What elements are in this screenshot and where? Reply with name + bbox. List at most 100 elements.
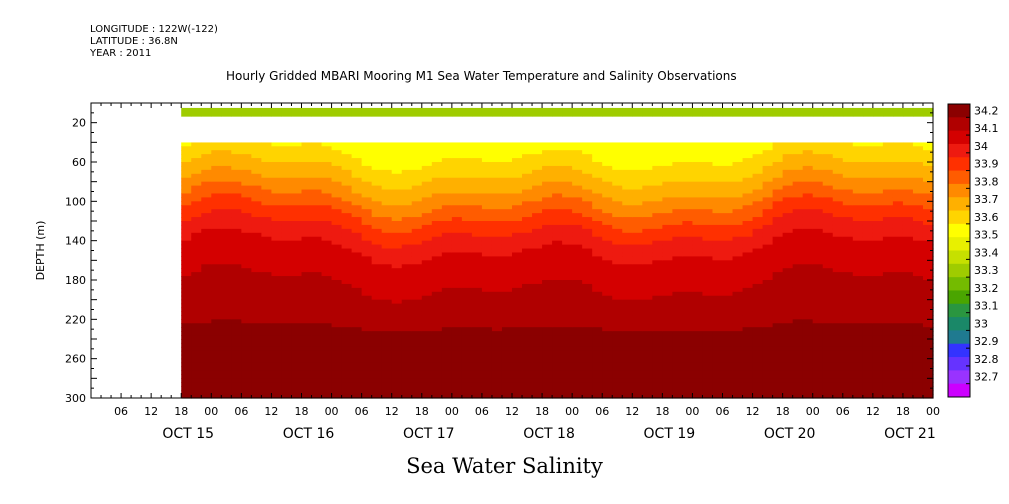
heatmap-cell — [211, 386, 222, 391]
heatmap-cell — [622, 232, 633, 238]
heatmap-cell — [782, 346, 794, 352]
heatmap-cell — [852, 295, 864, 301]
heatmap-cell — [522, 362, 533, 368]
heatmap-cell — [391, 142, 403, 147]
heatmap-cell — [231, 299, 242, 305]
heatmap-cell — [692, 299, 704, 305]
heatmap-cell — [331, 390, 343, 395]
heatmap-cell — [542, 142, 553, 147]
heatmap-cell — [451, 260, 463, 265]
heatmap-cell — [331, 319, 343, 324]
heatmap-cell — [501, 260, 513, 265]
heatmap-cell — [752, 205, 764, 210]
heatmap-cell — [191, 331, 202, 336]
heatmap-cell — [251, 244, 262, 250]
heatmap-cell — [822, 311, 834, 316]
heatmap-cell — [431, 248, 443, 254]
heatmap-cell — [211, 382, 222, 387]
heatmap-cell — [822, 169, 834, 175]
heatmap-cell — [732, 358, 744, 364]
heatmap-cell — [371, 323, 383, 328]
heatmap-cell — [672, 394, 683, 399]
heatmap-cell — [221, 189, 232, 195]
heatmap-cell — [481, 142, 493, 147]
heatmap-cell — [421, 346, 433, 352]
heatmap-cell — [672, 358, 683, 364]
heatmap-cell — [842, 193, 854, 198]
heatmap-cell — [501, 358, 513, 364]
heatmap-cell — [321, 295, 333, 301]
heatmap-cell — [772, 189, 784, 195]
heatmap-cell — [832, 205, 844, 210]
heatmap-cell — [912, 162, 924, 167]
heatmap-cell — [532, 252, 543, 257]
heatmap-cell — [441, 173, 453, 179]
heatmap-cell — [842, 150, 854, 155]
heatmap-cell — [331, 331, 343, 336]
heatmap-cell — [802, 280, 814, 285]
heatmap-cell — [852, 177, 864, 183]
heatmap-cell — [782, 232, 794, 238]
heatmap-cell — [822, 342, 834, 348]
heatmap-cell — [632, 382, 643, 387]
heatmap-cell — [261, 232, 273, 238]
heatmap-cell — [311, 201, 323, 206]
heatmap-cell — [842, 374, 854, 379]
heatmap-cell — [832, 201, 844, 206]
heatmap-cell — [381, 224, 393, 230]
heatmap-cell — [782, 366, 794, 372]
heatmap-cell — [411, 295, 423, 301]
heatmap-cell — [441, 244, 453, 250]
heatmap-cell — [782, 394, 794, 399]
heatmap-cell — [732, 256, 744, 261]
heatmap-cell — [401, 295, 413, 301]
heatmap-cell — [672, 299, 683, 305]
heatmap-cell — [852, 146, 864, 151]
heatmap-cell — [612, 342, 623, 348]
heatmap-cell — [451, 358, 463, 364]
heatmap-cell — [812, 366, 824, 372]
heatmap-cell — [331, 165, 343, 171]
heatmap-cell — [471, 169, 483, 175]
heatmap-cell — [301, 394, 313, 399]
heatmap-cell — [542, 362, 553, 368]
heatmap-cell — [341, 256, 353, 261]
heatmap-cell — [341, 209, 353, 214]
location-metadata: LONGITUDE : 122W(-122) LATITUDE : 36.8N … — [90, 24, 218, 60]
heatmap-cell — [722, 335, 734, 340]
heatmap-cell — [852, 173, 864, 179]
heatmap-cell — [642, 244, 653, 250]
heatmap-cell — [662, 162, 673, 167]
heatmap-cell — [612, 350, 623, 356]
heatmap-cell — [221, 303, 232, 309]
heatmap-cell — [491, 331, 503, 336]
heatmap-cell — [902, 386, 914, 391]
heatmap-cell — [732, 232, 744, 238]
heatmap-cell — [301, 335, 313, 340]
heatmap-cell — [542, 346, 553, 352]
heatmap-cell — [632, 303, 643, 309]
heatmap-cell — [311, 158, 323, 163]
heatmap-cell — [652, 189, 663, 195]
heatmap-cell — [181, 197, 192, 202]
heatmap-cell — [602, 150, 613, 155]
heatmap-cell — [712, 177, 724, 183]
heatmap-cell — [481, 374, 493, 379]
heatmap-cell — [532, 197, 543, 202]
heatmap-cell — [902, 291, 914, 297]
heatmap-cell — [552, 252, 563, 257]
heatmap-cell — [892, 339, 904, 344]
heatmap-cell — [922, 185, 934, 191]
heatmap-cell — [772, 142, 784, 147]
heatmap-cell — [381, 165, 393, 171]
heatmap-cell — [461, 307, 473, 313]
heatmap-cell — [481, 323, 493, 328]
heatmap-cell — [542, 162, 553, 167]
heatmap-cell — [682, 370, 694, 375]
heatmap-cell — [501, 197, 513, 202]
heatmap-cell — [872, 213, 884, 218]
heatmap-cell — [552, 291, 563, 297]
heatmap-cell — [802, 197, 814, 202]
heatmap-cell — [732, 217, 744, 222]
heatmap-cell — [201, 189, 212, 195]
